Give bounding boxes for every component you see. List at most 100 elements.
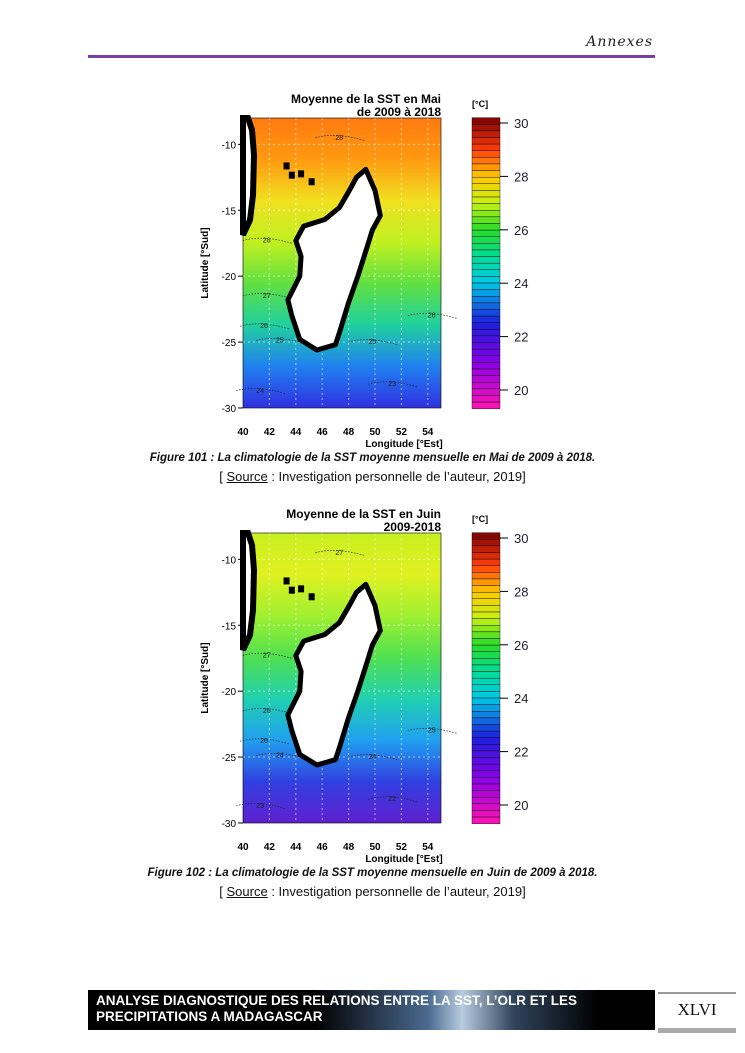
colorbar-band [471, 797, 501, 805]
x-tick-label: 44 [290, 427, 302, 438]
comoros-island [288, 171, 295, 179]
y-tick-label: -20 [222, 272, 237, 283]
x-tick-label: 46 [317, 427, 329, 438]
colorbar-band [471, 783, 501, 791]
colorbar-band [471, 342, 501, 350]
colorbar-tick-label: 22 [514, 330, 528, 345]
colorbar-band [471, 691, 501, 699]
contour-line [348, 339, 399, 346]
map-title: Moyenne de la SST en Mai [291, 92, 441, 106]
x-tick-label: 52 [396, 427, 408, 438]
source-text: : Investigation personnelle de l’auteur,… [267, 469, 526, 484]
y-tick-label: -10 [222, 140, 237, 151]
contour-line [242, 652, 293, 659]
colorbar-unit: [°C] [472, 99, 488, 109]
contour-label: 24 [256, 388, 264, 395]
figure-source: [ Source : Investigation personnelle de … [219, 469, 526, 484]
comoros-island [288, 586, 295, 594]
colorbar-band [471, 163, 501, 171]
colorbar-tick-label: 24 [514, 276, 528, 291]
x-tick-label: 42 [264, 427, 276, 438]
y-tick-label: -25 [222, 753, 237, 764]
colorbar-band [471, 697, 501, 705]
colorbar-band [471, 790, 501, 798]
comoros-island [298, 170, 305, 178]
contour-line [315, 550, 366, 557]
colorbar-band [471, 395, 501, 403]
colorbar-band [471, 362, 501, 370]
x-axis-label: Longitude [°Est] [365, 854, 442, 865]
colorbar-band [471, 329, 501, 337]
contour-line [407, 312, 458, 320]
contour-label: 24 [368, 754, 376, 761]
comoros-island [308, 178, 315, 186]
colorbar-band [471, 289, 501, 297]
y-tick-label: -15 [222, 621, 237, 632]
contour-label: 23 [256, 803, 264, 810]
colorbar-band [471, 625, 501, 633]
colorbar-band [471, 302, 501, 310]
colorbar-band [471, 269, 501, 277]
colorbar-band [471, 276, 501, 284]
comoros-island [283, 162, 290, 170]
figure-sst-mai: Moyenne de la SST en Mai de 2009 à 2018 28… [180, 85, 540, 455]
colorbar-band [471, 658, 501, 666]
map-title: Moyenne de la SST en Juin [286, 507, 441, 521]
contour-label: 27 [335, 550, 343, 557]
colorbar-band [471, 229, 501, 237]
africa-coast [240, 115, 258, 237]
header-rule [88, 55, 655, 58]
colorbar-band [471, 170, 501, 178]
comoros-island [283, 577, 290, 585]
map-subtitle: de 2009 à 2018 [357, 105, 441, 119]
colorbar-tick-label: 20 [514, 383, 528, 398]
colorbar-band [471, 539, 501, 547]
figure-source: [ Source : Investigation personnelle de … [219, 884, 526, 899]
colorbar-band [471, 671, 501, 679]
colorbar-band [471, 203, 501, 211]
contour-label: 26 [260, 323, 268, 330]
contour-label: 25 [368, 339, 376, 346]
colorbar-band [471, 262, 501, 270]
x-tick-label: 48 [343, 427, 355, 438]
colorbar-band [471, 249, 501, 257]
colorbar-band [471, 216, 501, 224]
colorbar-band [471, 401, 501, 409]
colorbar-band [471, 532, 501, 540]
colorbar-band [471, 552, 501, 560]
colorbar-band [471, 651, 501, 659]
colorbar-band [471, 157, 501, 165]
colorbar-band [471, 618, 501, 626]
colorbar-band [471, 282, 501, 290]
colorbar-band [471, 585, 501, 593]
contour-label: 25 [276, 338, 284, 345]
colorbar-band [471, 223, 501, 231]
colorbar-band [471, 124, 501, 132]
colorbar-band [471, 137, 501, 145]
comoros-island [308, 593, 315, 601]
colorbar-tick-label: 26 [514, 223, 528, 238]
x-tick-label: 40 [237, 842, 249, 853]
colorbar-tick-label: 22 [514, 745, 528, 760]
colorbar-band [471, 810, 501, 818]
contour-line [240, 738, 291, 745]
colorbar-band [471, 757, 501, 765]
contour-label: 23 [388, 381, 396, 388]
colorbar-band [471, 545, 501, 553]
y-axis-label: Latitude [°Sud] [200, 642, 211, 713]
colorbar-tick-label: 28 [514, 584, 528, 599]
colorbar-tick-label: 30 [514, 116, 528, 131]
contour-line [242, 237, 293, 244]
colorbar-band [471, 578, 501, 586]
colorbar-band [471, 322, 501, 330]
colorbar-band [471, 143, 501, 151]
colorbar-band [471, 717, 501, 725]
colorbar-band [471, 236, 501, 244]
x-tick-label: 52 [396, 842, 408, 853]
y-tick-label: -15 [222, 206, 237, 217]
colorbar-band [471, 763, 501, 771]
colorbar-band [471, 388, 501, 396]
madagascar-landmass [285, 581, 383, 768]
colorbar-band [471, 704, 501, 712]
colorbar-band [471, 644, 501, 652]
